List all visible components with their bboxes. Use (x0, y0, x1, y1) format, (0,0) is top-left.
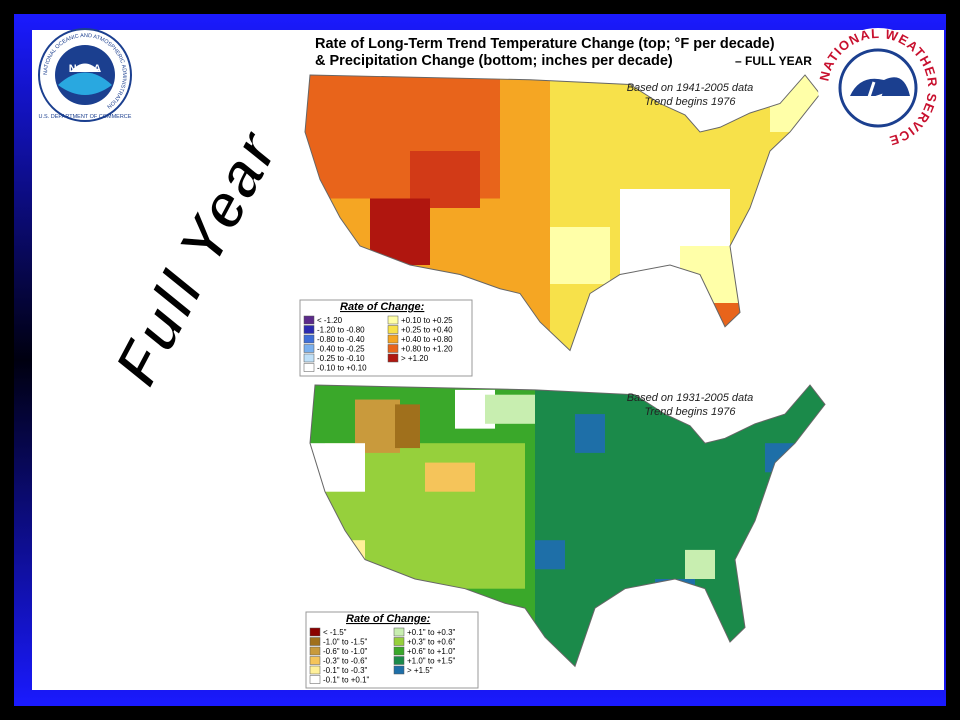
legend-title: Rate of Change: (340, 301, 425, 313)
legend-swatch (387, 353, 399, 363)
legend-label: -0.6" to -1.0" (323, 647, 368, 656)
legend-label: +0.1" to +0.3" (407, 628, 456, 637)
legend-label: +0.6" to +1.0" (407, 647, 456, 656)
legend-label: +0.10 to +0.25 (401, 316, 453, 325)
legend-swatch (303, 353, 315, 363)
nws-logo: NATIONAL WEATHER SERVICE (816, 26, 939, 149)
legend-swatch (393, 665, 405, 675)
map-note: Based on 1931-2005 data (627, 392, 754, 404)
legend-swatch (387, 315, 399, 325)
legend-label: +0.25 to +0.40 (401, 326, 453, 335)
legend-swatch (303, 325, 315, 334)
legend-swatch (309, 665, 321, 675)
legend-swatch (309, 675, 321, 684)
title-line: & Precipitation Change (bottom; inches p… (315, 53, 673, 69)
legend-label: -0.10 to +0.10 (317, 364, 367, 373)
noaa-dept: U.S. DEPARTMENT OF COMMERCE (39, 114, 132, 120)
legend-label: -0.1" to -0.3" (323, 666, 368, 675)
legend-label: < -1.5" (323, 628, 347, 637)
legend-label: -0.1" to +0.1" (323, 676, 370, 685)
legend-box (305, 611, 479, 689)
legend-label: -0.25 to -0.10 (317, 354, 365, 363)
noaa-logo: NOAA NATIONAL OCEANIC AND ATMOSPHERIC AD… (38, 28, 132, 122)
legend-label: -1.0" to -1.5" (323, 638, 368, 647)
legend-swatch (393, 627, 405, 637)
legend-swatch (387, 325, 399, 334)
legend-swatch (393, 656, 405, 665)
legend-swatch (393, 637, 405, 646)
legends: Rate of Change: < -1.20-1.20 to -0.80-0.8… (299, 299, 479, 689)
legend-swatch (309, 646, 321, 656)
legend-label: -0.40 to -0.25 (317, 345, 365, 354)
title-label: – FULL YEAR (735, 54, 812, 68)
legend-swatch (303, 363, 315, 372)
map-note: Trend begins 1976 (645, 96, 737, 108)
legend-label: +0.80 to +1.20 (401, 345, 453, 354)
legend-swatch (309, 637, 321, 646)
legend-swatch (303, 315, 315, 325)
legend-label: +1.0" to +1.5" (407, 657, 456, 666)
legend-swatch (303, 344, 315, 353)
legend-swatch (387, 344, 399, 353)
legend-label: > +1.5" (407, 666, 433, 675)
legend-label: -0.80 to -0.40 (317, 335, 365, 344)
legend-box (299, 299, 473, 377)
noaa-name: NOAA (69, 63, 101, 75)
legend-swatch (309, 627, 321, 637)
legend-title: Rate of Change: (346, 613, 431, 625)
legend-label: -1.20 to -0.80 (317, 326, 365, 335)
map-note: Trend begins 1976 (645, 406, 737, 418)
legend-swatch (387, 334, 399, 344)
legend-swatch (393, 646, 405, 656)
legend-label: < -1.20 (317, 316, 343, 325)
legend-label: +0.3" to +0.6" (407, 638, 456, 647)
legend-swatch (309, 656, 321, 665)
legend-label: -0.3" to -0.6" (323, 657, 368, 666)
legend-label: > +1.20 (401, 354, 429, 363)
legend-swatch (303, 334, 315, 344)
title-line: Rate of Long-Term Trend Temperature Chan… (315, 36, 775, 52)
map-note: Based on 1941-2005 data (627, 82, 754, 94)
legend-label: +0.40 to +0.80 (401, 335, 453, 344)
